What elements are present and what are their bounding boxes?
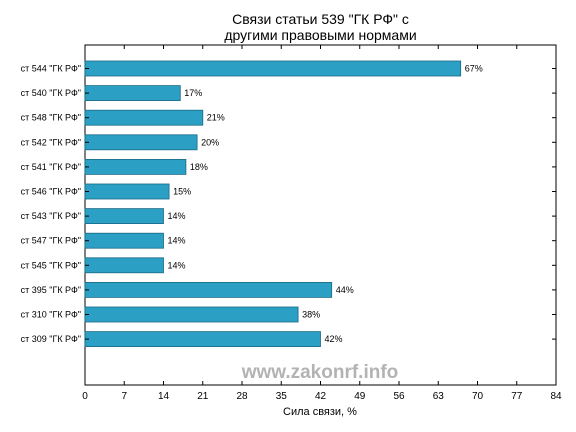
bar (84, 281, 333, 298)
y-tick-label: ст 547 "ГК РФ" (21, 236, 81, 246)
x-tick-label: 77 (511, 391, 523, 402)
data-label: 38% (302, 310, 320, 320)
data-label: 18% (190, 162, 208, 172)
x-tick-label: 42 (315, 391, 327, 402)
y-tick-label: ст 543 "ГК РФ" (21, 211, 81, 221)
bar (84, 183, 170, 200)
x-tick-label: 35 (276, 391, 288, 402)
data-label: 15% (173, 187, 191, 197)
x-tick-label: 7 (121, 391, 127, 402)
y-tick-label: ст 542 "ГК РФ" (21, 137, 81, 147)
bar (84, 257, 164, 274)
y-tick-label: ст 309 "ГК РФ" (21, 334, 81, 344)
x-tick-label: 70 (472, 391, 484, 402)
data-label: 14% (168, 211, 186, 221)
x-tick-label: 63 (433, 391, 445, 402)
data-label: 17% (184, 88, 202, 98)
x-tick-label: 28 (236, 391, 248, 402)
bar (84, 158, 187, 175)
x-axis-ticks: 0 7 14 21 28 35 42 49 56 63 70 77 84 (82, 45, 562, 402)
bar (84, 60, 462, 77)
x-tick-label: 14 (158, 391, 170, 402)
x-axis-label: Сила связи, % (283, 406, 357, 418)
y-tick-label: ст 541 "ГК РФ" (21, 162, 81, 172)
y-axis-ticks: ст 544 "ГК РФ" ст 540 "ГК РФ" ст 548 "ГК Р… (21, 64, 556, 344)
bar (84, 232, 164, 249)
y-tick-label: ст 310 "ГК РФ" (21, 310, 81, 320)
data-label: 14% (168, 236, 186, 246)
y-tick-label: ст 545 "ГК РФ" (21, 260, 81, 270)
y-tick-label: ст 540 "ГК РФ" (21, 88, 81, 98)
y-tick-label: ст 544 "ГК РФ" (21, 64, 81, 74)
data-label: 67% (465, 64, 483, 74)
x-tick-label: 21 (197, 391, 209, 402)
x-tick-label: 56 (393, 391, 405, 402)
y-tick-label: ст 395 "ГК РФ" (21, 285, 81, 295)
x-tick-label: 0 (82, 391, 88, 402)
bar (84, 306, 299, 323)
x-tick-label: 49 (354, 391, 366, 402)
bar (84, 134, 198, 151)
bar (84, 109, 204, 126)
bar (84, 85, 181, 101)
y-tick-label: ст 548 "ГК РФ" (21, 113, 81, 123)
chart-title-line-2: другими правовыми нормами (224, 27, 417, 43)
data-label: 42% (325, 334, 343, 344)
bars-group: 67% 17% 21% 20% 18% 15% 14% 14% 14% 44% 38% 42% (84, 60, 483, 348)
chart-title-line-1: Связи статьи 539 "ГК РФ" с (232, 11, 409, 27)
bar (84, 208, 164, 225)
bar (84, 331, 321, 348)
data-label: 20% (201, 137, 219, 147)
watermark: www.zakonrf.info (241, 362, 399, 383)
data-label: 44% (336, 285, 354, 295)
x-tick-label: 84 (550, 391, 562, 402)
y-tick-label: ст 546 "ГК РФ" (21, 187, 81, 197)
data-label: 21% (207, 113, 225, 123)
data-label: 14% (168, 260, 186, 270)
